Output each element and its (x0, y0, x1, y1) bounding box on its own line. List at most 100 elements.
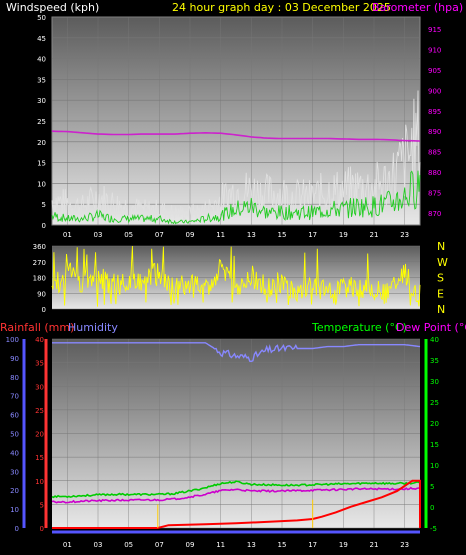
y-tick-label: 90 (37, 290, 46, 298)
rainfall-series (52, 479, 421, 529)
x-tick-label: 09 (186, 541, 195, 549)
x-tick-label: 09 (186, 231, 195, 239)
y2-tick-label: 885 (428, 149, 441, 157)
humidity-tick-label: 20 (10, 487, 19, 495)
y-tick-label: 30 (37, 97, 46, 105)
x-tick-label: 17 (308, 541, 317, 549)
temp-tick-label: 10 (430, 462, 439, 470)
temp-tick-label: 25 (430, 399, 439, 407)
y-tick-label: 50 (37, 14, 46, 22)
y-tick-label: 0 (42, 222, 46, 230)
temp-tick-label: 0 (430, 504, 434, 512)
temp-tick-label: 40 (430, 336, 439, 344)
y-tick-label: 40 (37, 56, 46, 64)
humidity-tick-label: 90 (10, 355, 19, 363)
x-tick-label: 05 (124, 541, 133, 549)
x-tick-label: 15 (278, 231, 287, 239)
x-tick-label: 07 (155, 231, 164, 239)
x-tick-label: 01 (63, 231, 72, 239)
x-tick-label: 23 (400, 231, 409, 239)
humidity-tick-label: 100 (6, 336, 19, 344)
y-tick-label: 15 (37, 160, 46, 168)
compass-label: N (437, 303, 445, 316)
wind-barometer-panel: 0510152025303540455087087588088589089590… (37, 14, 441, 239)
avg-wind-series (51, 170, 421, 225)
y-tick-label: 10 (37, 180, 46, 188)
y-tick-label: 180 (33, 275, 46, 283)
compass-label: E (437, 287, 444, 300)
barometer-series (51, 130, 421, 142)
x-tick-label: 07 (155, 541, 164, 549)
y2-tick-label: 880 (428, 169, 441, 177)
rain-tick-label: 40 (35, 336, 44, 344)
humidity-tick-label: 70 (10, 393, 19, 401)
rain-tick-label: 10 (35, 478, 44, 486)
y2-tick-label: 895 (428, 108, 441, 116)
x-tick-label: 11 (216, 541, 225, 549)
x-tick-label: 13 (247, 231, 256, 239)
humidity-series (52, 342, 421, 363)
y-tick-label: 5 (42, 201, 46, 209)
x-tick-label: 05 (124, 231, 133, 239)
x-tick-label: 15 (278, 541, 287, 549)
y2-tick-label: 905 (428, 67, 441, 75)
y2-tick-label: 890 (428, 128, 441, 136)
humidity-tick-label: 10 (10, 506, 19, 514)
humidity-tick-label: 0 (15, 525, 19, 533)
chart-title: 24 hour graph day : 03 December 2025 (172, 1, 391, 14)
y2-tick-label: 875 (428, 189, 441, 197)
dewpoint-label: Dew Point (°C) (396, 321, 466, 334)
x-tick-label: 21 (370, 231, 379, 239)
rain-tick-label: 20 (35, 431, 44, 439)
temp-tick-label: 20 (430, 420, 439, 428)
rain-tick-label: 35 (35, 360, 44, 368)
x-tick-label: 21 (370, 541, 379, 549)
y2-tick-label: 915 (428, 26, 441, 34)
x-tick-label: 13 (247, 541, 256, 549)
gust-series (51, 90, 421, 221)
temperature-series (51, 480, 421, 499)
humidity-tick-label: 50 (10, 431, 19, 439)
temp-tick-label: -5 (430, 525, 437, 533)
x-tick-label: 01 (63, 541, 72, 549)
humidity-tick-label: 60 (10, 412, 19, 420)
x-tick-label: 11 (216, 231, 225, 239)
rain-tick-label: 5 (40, 501, 44, 509)
rain-tick-label: 25 (35, 407, 44, 415)
rain-tick-label: 15 (35, 454, 44, 462)
barometer-label: Barometer (hpa) (372, 1, 464, 14)
y-tick-label: 35 (37, 76, 46, 84)
rain-tick-label: 30 (35, 383, 44, 391)
y2-tick-label: 910 (428, 47, 441, 55)
x-tick-label: 17 (308, 231, 317, 239)
compass-label: N (437, 240, 445, 253)
x-tick-label: 03 (94, 541, 103, 549)
temp-tick-label: 30 (430, 378, 439, 386)
y-tick-label: 0 (42, 306, 46, 314)
x-tick-label: 03 (94, 231, 103, 239)
x-tick-label: 23 (400, 541, 409, 549)
temp-tick-label: 15 (430, 441, 439, 449)
humidity-tick-label: 30 (10, 468, 19, 476)
x-tick-label: 19 (339, 541, 348, 549)
y-tick-label: 20 (37, 139, 46, 147)
compass-label: W (437, 256, 448, 269)
y2-tick-label: 900 (428, 87, 441, 95)
compass-label: S (437, 272, 444, 285)
direction-series (51, 245, 421, 307)
temp-tick-label: 5 (430, 483, 434, 491)
windspeed-label: Windspeed (kph) (6, 1, 100, 14)
y-tick-label: 45 (37, 35, 46, 43)
dewpoint-series (51, 486, 421, 504)
temp-tick-label: 35 (430, 357, 439, 365)
y2-tick-label: 870 (428, 210, 441, 218)
humidity-label: Humidity (68, 321, 118, 334)
humidity-tick-label: 40 (10, 449, 19, 457)
rain-humidity-temp-panel: 05101520253035400102030405060708090100-5… (6, 336, 439, 549)
rainfall-label: Rainfall (mm) (0, 321, 75, 334)
y-tick-label: 25 (37, 118, 46, 126)
y-tick-label: 360 (33, 243, 46, 251)
y-tick-label: 270 (33, 259, 46, 267)
